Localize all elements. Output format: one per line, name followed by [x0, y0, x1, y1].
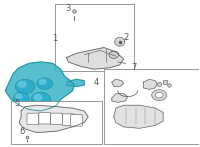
- Text: 5: 5: [14, 99, 19, 108]
- Polygon shape: [112, 94, 128, 102]
- Text: 3: 3: [65, 4, 70, 13]
- Text: 4: 4: [94, 78, 99, 87]
- Circle shape: [37, 78, 53, 89]
- Polygon shape: [19, 105, 88, 133]
- FancyBboxPatch shape: [55, 4, 134, 71]
- Circle shape: [13, 92, 29, 104]
- Circle shape: [152, 90, 167, 101]
- Text: 6: 6: [20, 127, 25, 136]
- Circle shape: [39, 80, 46, 84]
- Circle shape: [15, 79, 35, 94]
- Polygon shape: [112, 79, 124, 86]
- Circle shape: [155, 92, 163, 98]
- Polygon shape: [66, 47, 124, 69]
- Polygon shape: [115, 37, 125, 46]
- Text: 7: 7: [131, 63, 136, 72]
- FancyBboxPatch shape: [27, 113, 39, 125]
- Polygon shape: [5, 62, 74, 111]
- FancyBboxPatch shape: [11, 101, 102, 144]
- Text: 1: 1: [52, 34, 57, 43]
- Circle shape: [109, 51, 119, 58]
- Circle shape: [34, 94, 42, 100]
- Polygon shape: [114, 105, 163, 128]
- FancyBboxPatch shape: [51, 113, 63, 125]
- Polygon shape: [66, 79, 84, 86]
- Text: 2: 2: [124, 33, 129, 42]
- Circle shape: [18, 81, 26, 87]
- Circle shape: [31, 92, 51, 107]
- Polygon shape: [143, 79, 157, 89]
- FancyBboxPatch shape: [63, 114, 74, 125]
- FancyBboxPatch shape: [39, 112, 51, 124]
- FancyBboxPatch shape: [70, 115, 82, 126]
- Circle shape: [16, 94, 22, 99]
- FancyBboxPatch shape: [104, 69, 199, 144]
